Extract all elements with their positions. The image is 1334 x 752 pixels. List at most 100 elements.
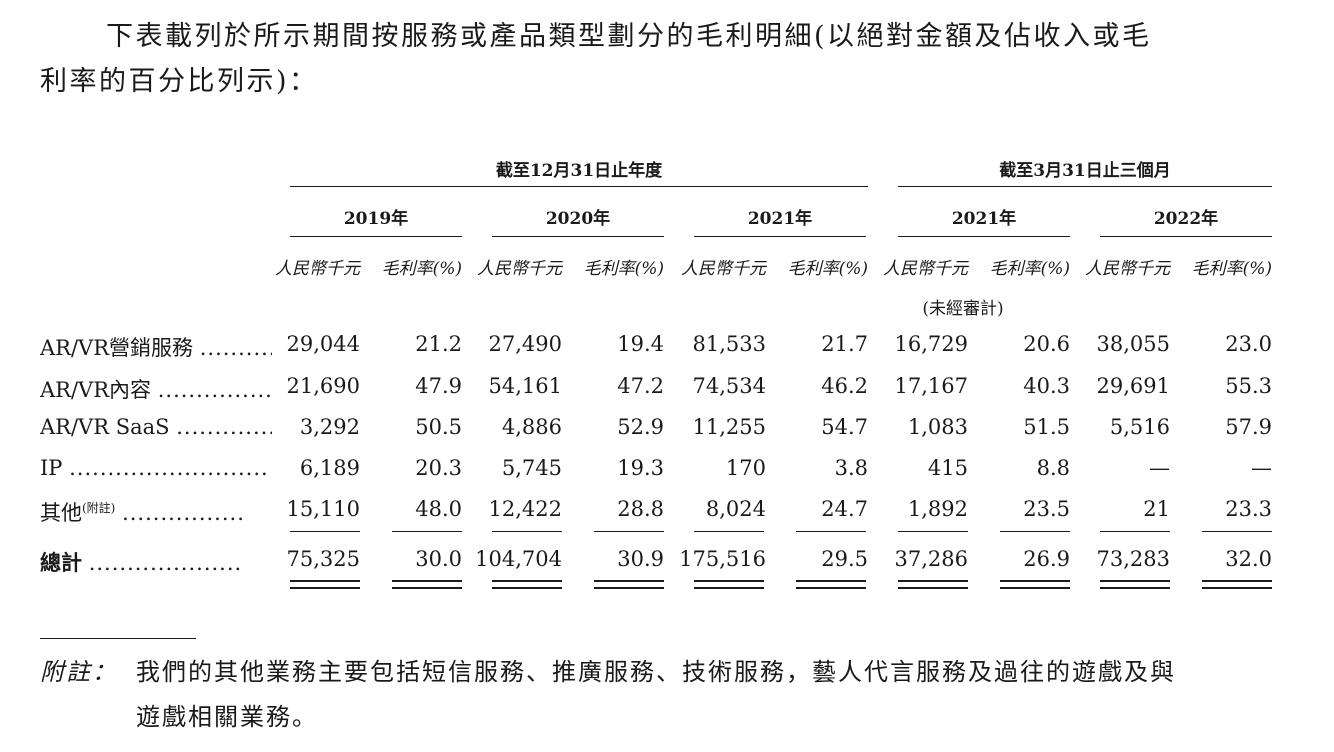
total-double-rule <box>492 587 562 589</box>
row-label: AR/VR營銷服務 .......... <box>40 332 272 362</box>
table-cell: 52.9 <box>617 415 664 439</box>
total-cell: 30.9 <box>617 547 664 571</box>
unit-amount-header: 人民幣千元 <box>883 259 968 279</box>
header-rule <box>290 186 868 187</box>
subtotal-rule <box>492 531 562 532</box>
total-double-rule <box>796 580 866 582</box>
total-cell: 175,516 <box>679 547 766 571</box>
intro-paragraph: 下表載列於所示期間按服務或產品類型劃分的毛利明細(以絕對金額及佔收入或毛 利率的… <box>40 14 1300 104</box>
dot-leader: .............. <box>176 415 272 439</box>
subtotal-rule <box>898 531 968 532</box>
row-label-text: IP <box>40 456 63 480</box>
total-label-text: 總計 <box>40 550 82 575</box>
table-cell: 12,422 <box>488 497 562 521</box>
table-cell: 415 <box>927 456 968 480</box>
unit-amount-header: 人民幣千元 <box>477 259 562 279</box>
table-cell: 29,691 <box>1096 374 1170 398</box>
table-cell: 21 <box>1143 497 1170 521</box>
row-label: AR/VR SaaS .............. <box>40 415 272 439</box>
footnote-line-2: 遊戲相關業務。 <box>136 703 318 731</box>
table-cell: 3.8 <box>834 456 868 480</box>
total-double-rule <box>290 580 360 582</box>
total-cell: 29.5 <box>821 547 868 571</box>
row-label-text: AR/VR營銷服務 <box>40 336 194 360</box>
table-cell: 54.7 <box>821 415 868 439</box>
table-cell: 4,886 <box>501 415 562 439</box>
total-cell: 26.9 <box>1023 547 1070 571</box>
period-header: 2021年 <box>747 209 813 229</box>
table-cell: 8.8 <box>1036 456 1070 480</box>
table-cell: 20.3 <box>415 456 462 480</box>
total-double-rule <box>1000 580 1070 582</box>
total-double-rule <box>694 580 764 582</box>
table-cell: 24.7 <box>821 497 868 521</box>
unit-amount-header: 人民幣千元 <box>275 259 360 279</box>
table-cell: 21.7 <box>821 332 868 356</box>
period-header: 2019年 <box>343 209 409 229</box>
period-rule <box>1100 236 1272 237</box>
subtotal-rule <box>1202 531 1272 532</box>
footnote: 附註： 我們的其他業務主要包括短信服務、推廣服務、技術服務，藝人代言服務及過往的遊… <box>40 650 1300 740</box>
total-double-rule <box>594 580 664 582</box>
table-cell: 74,534 <box>692 374 766 398</box>
unit-margin-header: 毛利率(%) <box>787 259 868 279</box>
subtotal-rule <box>796 531 866 532</box>
total-double-rule <box>1100 580 1170 582</box>
dot-leader: ................ <box>157 378 272 402</box>
intro-line-1: 下表載列於所示期間按服務或產品類型劃分的毛利明細(以絕對金額及佔收入或毛 <box>106 21 1152 52</box>
total-double-rule <box>1202 580 1272 582</box>
table-cell: 21,690 <box>286 374 360 398</box>
table-cell: 51.5 <box>1023 415 1070 439</box>
notes-divider <box>40 638 196 639</box>
table-cell: — <box>1149 456 1170 480</box>
header-quarter-group: 截至3月31日止三個月 <box>999 161 1171 181</box>
dot-leader: .......................... <box>69 456 269 480</box>
table-cell: 29,044 <box>286 332 360 356</box>
table-cell: 55.3 <box>1225 374 1272 398</box>
subtotal-rule <box>1000 531 1070 532</box>
table-cell: 38,055 <box>1096 332 1170 356</box>
total-double-rule <box>392 580 462 582</box>
table-cell: 17,167 <box>894 374 968 398</box>
period-header: 2022年 <box>1153 209 1219 229</box>
subtotal-rule <box>1100 531 1170 532</box>
table-cell: 48.0 <box>415 497 462 521</box>
table-cell: 19.4 <box>617 332 664 356</box>
row-label-text: AR/VR SaaS <box>40 415 170 439</box>
total-double-rule <box>898 587 968 589</box>
table-cell: 3,292 <box>299 415 360 439</box>
table-cell: 5,745 <box>501 456 562 480</box>
unit-margin-header: 毛利率(%) <box>1191 259 1272 279</box>
period-rule <box>492 236 664 237</box>
table-cell: 1,892 <box>907 497 968 521</box>
unit-margin-header: 毛利率(%) <box>583 259 664 279</box>
period-rule <box>898 236 1070 237</box>
total-double-rule <box>796 587 866 589</box>
total-double-rule <box>1000 587 1070 589</box>
unit-amount-header: 人民幣千元 <box>1085 259 1170 279</box>
table-cell: 40.3 <box>1023 374 1070 398</box>
table-cell: 8,024 <box>705 497 766 521</box>
period-header: 2021年 <box>951 209 1017 229</box>
subtotal-rule <box>694 531 764 532</box>
table-cell: 23.5 <box>1023 497 1070 521</box>
row-label: IP .......................... <box>40 456 272 480</box>
unit-amount-header: 人民幣千元 <box>681 259 766 279</box>
dot-leader: .................... <box>88 551 243 575</box>
table-cell: 57.9 <box>1225 415 1272 439</box>
table-cell: 15,110 <box>286 497 360 521</box>
table-cell: 20.6 <box>1023 332 1070 356</box>
subtotal-rule <box>290 531 360 532</box>
table-cell: 19.3 <box>617 456 664 480</box>
total-double-rule <box>1202 587 1272 589</box>
period-rule <box>694 236 866 237</box>
total-cell: 30.0 <box>415 547 462 571</box>
table-cell: 50.5 <box>415 415 462 439</box>
table-cell: 28.8 <box>617 497 664 521</box>
table-cell: 16,729 <box>894 332 968 356</box>
table-cell: 23.3 <box>1225 497 1272 521</box>
footnote-label: 附註： <box>40 658 118 686</box>
table-cell: 81,533 <box>692 332 766 356</box>
table-cell: 6,189 <box>299 456 360 480</box>
row-label: 其他(附註) ................ <box>40 497 272 527</box>
